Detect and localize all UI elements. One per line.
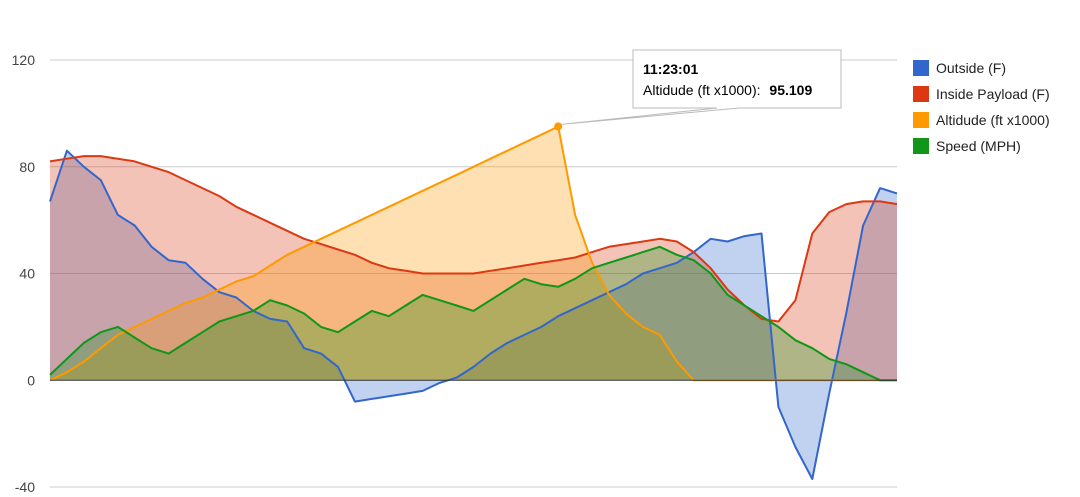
tooltip-time: 11:23:01	[643, 61, 698, 77]
tooltip-box	[561, 49, 842, 125]
legend-label: Altidude (ft x1000)	[936, 112, 1050, 128]
tooltip-line: Altidude (ft x1000): 95.109	[643, 82, 812, 98]
series-area	[50, 156, 897, 381]
legend-swatch	[913, 60, 929, 76]
series-area	[50, 126, 897, 381]
y-tick-label: 120	[12, 52, 36, 68]
series-line	[49, 149, 898, 480]
legend-label: Outside (F)	[936, 60, 1006, 76]
legend-swatch	[913, 112, 929, 128]
tooltip: 11:23:01 Altidude (ft x1000): 95.109	[554, 49, 842, 131]
series-area	[50, 150, 897, 479]
series-areas	[50, 126, 897, 479]
legend-swatch	[913, 138, 929, 154]
tooltip-point[interactable]	[554, 122, 563, 131]
legend-label: Speed (MPH)	[936, 138, 1021, 154]
y-axis-ticks: -40 0 40 80 120	[12, 52, 36, 495]
series-line	[49, 245, 897, 382]
series-area	[50, 246, 897, 381]
tooltip-value: 95.109	[769, 82, 812, 98]
y-tick-label: 0	[27, 372, 35, 388]
series-lines	[49, 125, 898, 480]
y-tick-label: -40	[15, 479, 35, 495]
y-tick-label: 80	[19, 159, 35, 175]
y-tick-label: 40	[19, 266, 35, 282]
legend-label: Inside Payload (F)	[936, 86, 1050, 102]
legend-swatch	[913, 86, 929, 102]
legend: Outside (F) Inside Payload (F) Altidude (f…	[913, 60, 1050, 154]
series-line	[49, 155, 898, 323]
tooltip-label: Altidude (ft x1000):	[643, 82, 761, 98]
